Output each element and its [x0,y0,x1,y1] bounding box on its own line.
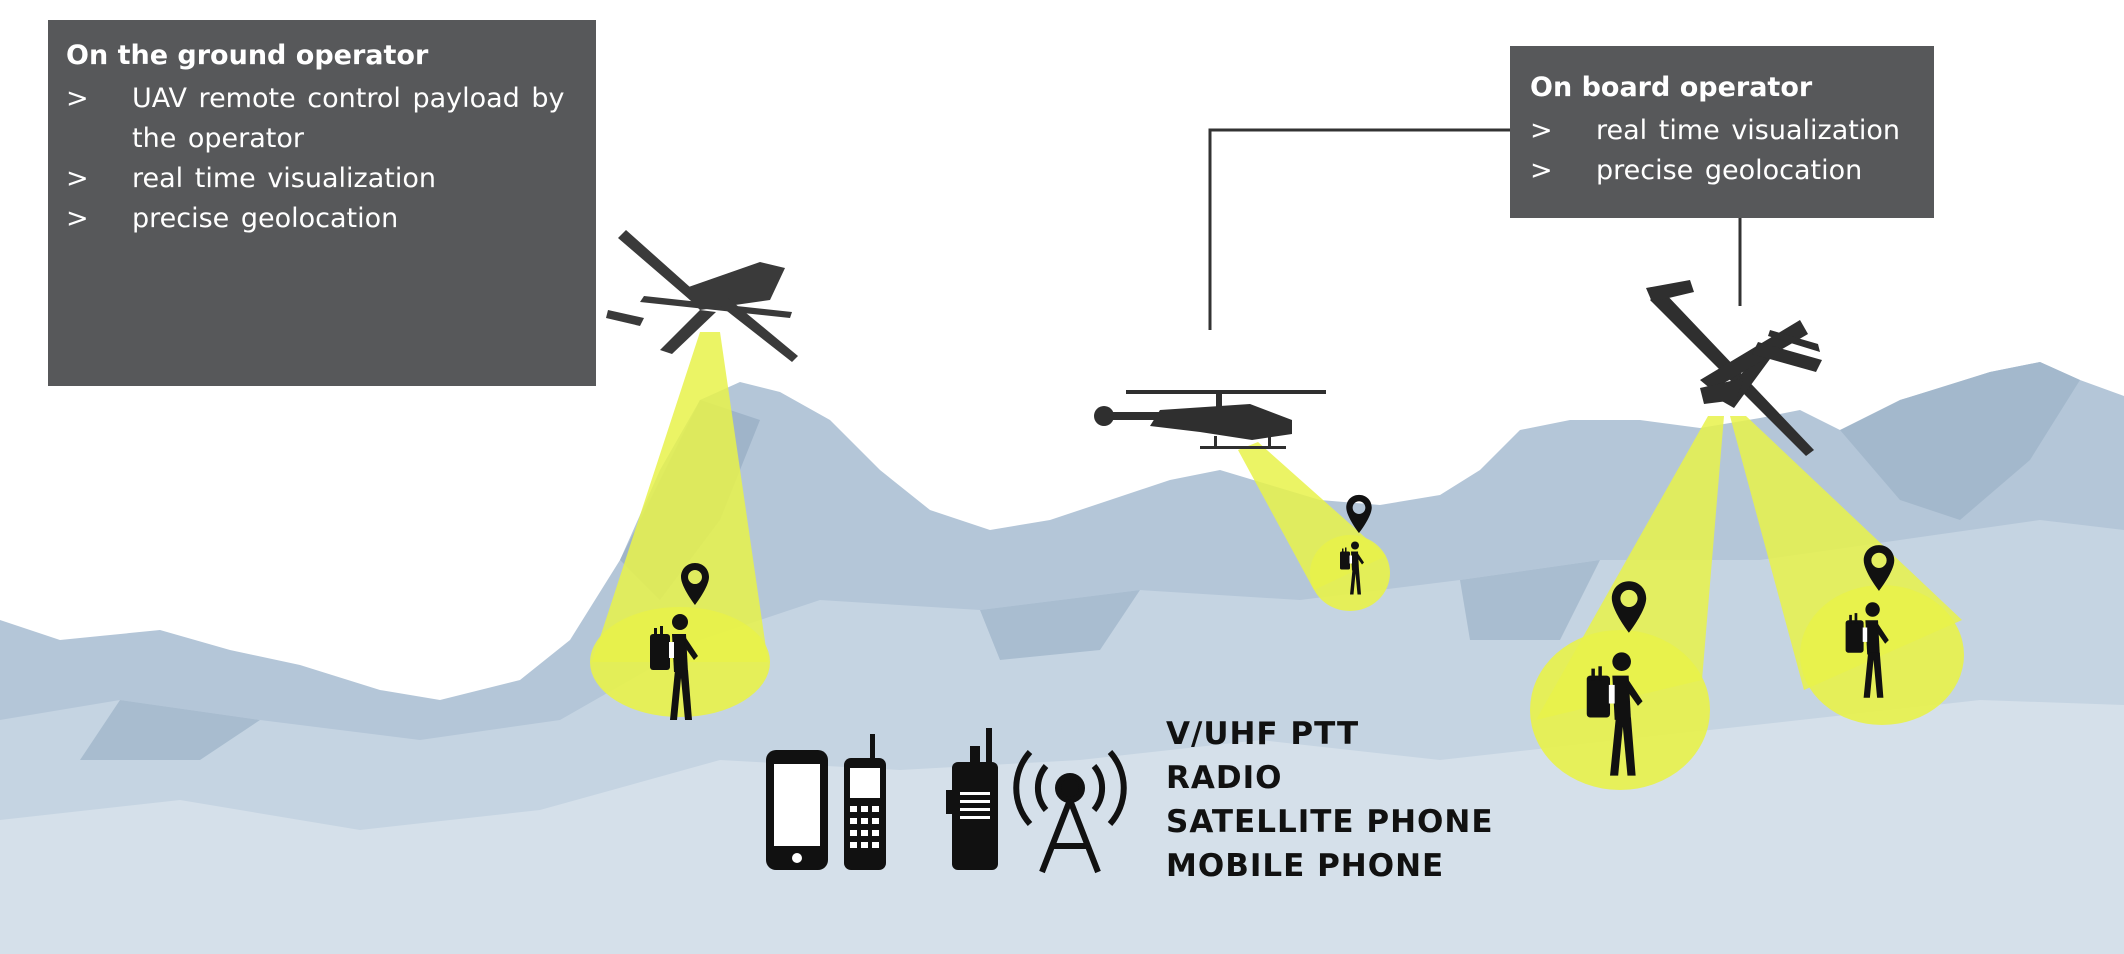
comms-line: RADIO [1166,760,1283,796]
bullet-marker: > [66,163,89,194]
ground-operator-title: On the ground operator [66,40,429,71]
board-operator-item: > real time visualization [1530,111,1934,151]
radio-tower-icon [1013,750,1127,874]
board-operator-panel: On board operator > real time visualizat… [1510,46,1934,218]
bullet-marker: > [1530,115,1553,146]
board-operator-item: > precise geolocation [1530,151,1934,191]
bullet-marker: > [1530,155,1553,186]
aircraft-icon [1646,280,1822,456]
comms-line: MOBILE PHONE [1166,848,1445,884]
board-operator-item-text: precise geolocation [1596,155,1863,186]
board-operator-title: On board operator [1530,72,1813,103]
ground-operator-item-text: precise geolocation [132,203,399,234]
comms-line: SATELLITE PHONE [1166,804,1494,840]
beam-aircraft-right [1730,416,1964,725]
comms-list: V/UHF PTT RADIO SATELLITE PHONE MOBILE P… [1166,712,1494,888]
ground-operator-item: > UAV remote control payload by the oper… [66,79,596,159]
ground-operator-item-text: UAV remote control payload by the operat… [132,83,565,154]
ground-operator-item-text: real time visualization [132,163,436,194]
bullet-marker: > [66,203,89,234]
satellite-phone-icon [844,734,886,870]
bullet-marker: > [66,83,89,114]
helicopter-icon [1094,390,1326,449]
ground-operator-panel: On the ground operator > UAV remote cont… [48,20,596,386]
mobile-phone-icon [766,750,828,870]
comms-line: V/UHF PTT [1166,716,1360,752]
connector-line [1208,128,1742,330]
uav-drone-icon [606,230,798,362]
ground-operator-item: > real time visualization [66,159,596,199]
board-operator-item-text: real time visualization [1596,115,1900,146]
ptt-radio-icon [946,728,998,870]
ground-operator-item: > precise geolocation [66,199,596,239]
